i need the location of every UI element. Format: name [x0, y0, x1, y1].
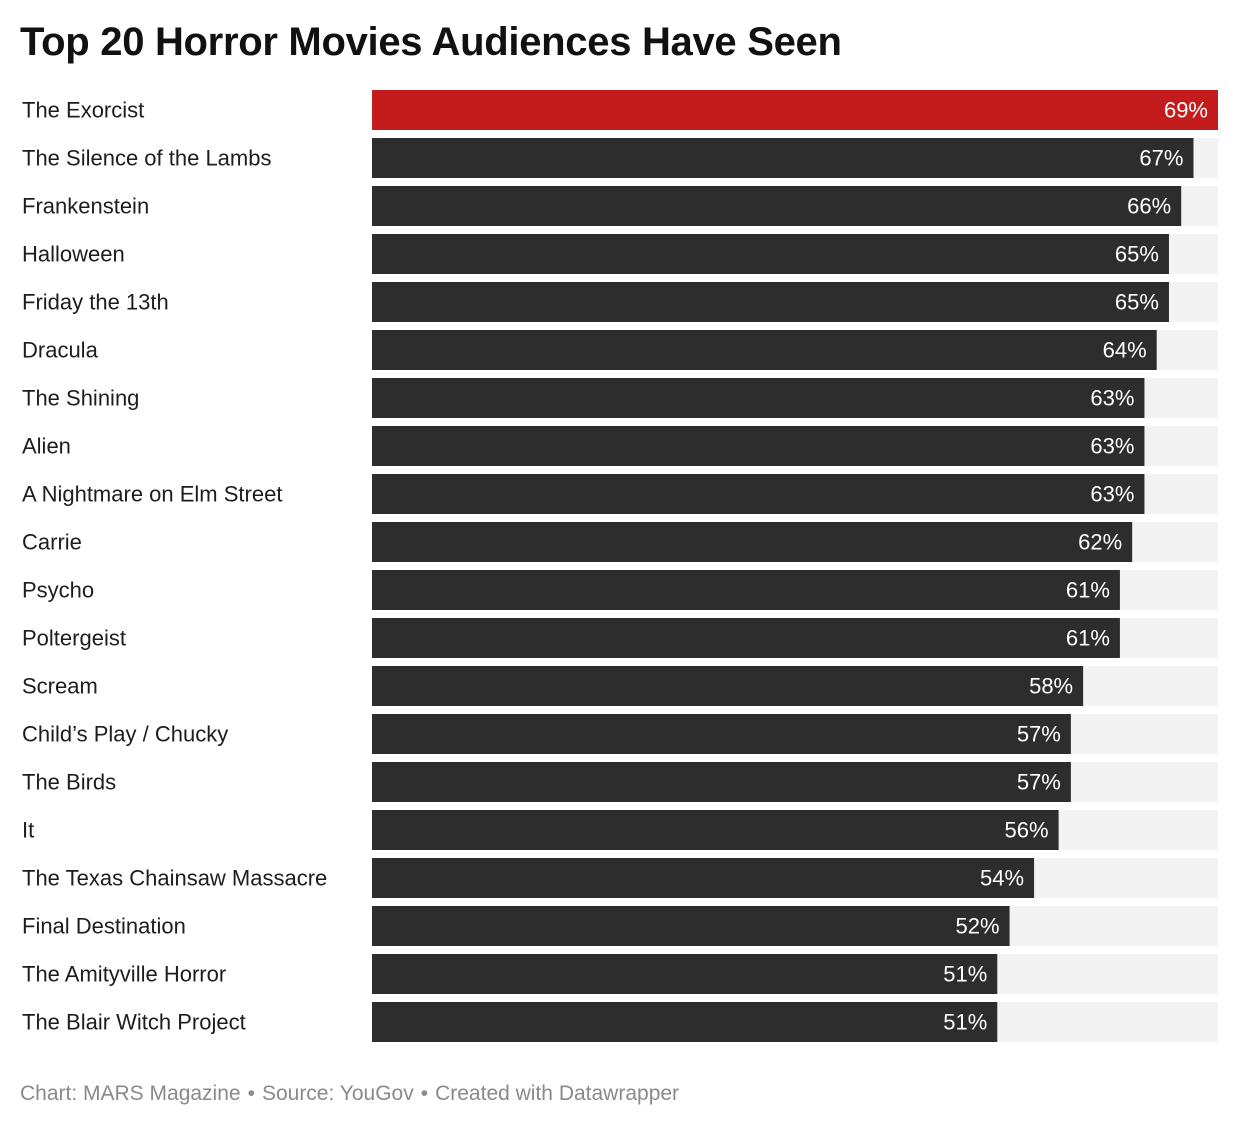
value-label: 61%	[1066, 626, 1110, 651]
category-label: Psycho	[22, 578, 94, 603]
category-label: Child’s Play / Chucky	[22, 722, 228, 747]
bar	[372, 906, 1010, 946]
category-label: Alien	[22, 434, 71, 459]
chart-footer: Chart: MARS Magazine • Source: YouGov • Crea…	[20, 1082, 679, 1106]
value-label: 58%	[1029, 674, 1073, 699]
value-label: 52%	[956, 914, 1000, 939]
bar	[372, 186, 1182, 226]
category-label: Poltergeist	[22, 626, 126, 651]
bar	[372, 1002, 998, 1042]
bar	[372, 858, 1035, 898]
bar	[372, 570, 1120, 610]
value-label: 67%	[1139, 146, 1183, 171]
category-label: A Nightmare on Elm Street	[22, 482, 282, 507]
category-label: The Amityville Horror	[22, 962, 226, 987]
bar	[372, 90, 1218, 130]
category-label: The Birds	[22, 770, 116, 795]
bar	[372, 714, 1071, 754]
chart-title: Top 20 Horror Movies Audiences Have Seen	[20, 20, 842, 64]
value-label: 51%	[943, 1010, 987, 1035]
value-label: 57%	[1017, 770, 1061, 795]
footer-source: Source: YouGov	[261, 1082, 414, 1105]
category-label: Final Destination	[22, 914, 186, 939]
value-label: 61%	[1066, 578, 1110, 603]
category-label: Scream	[22, 674, 98, 699]
category-label: Dracula	[22, 338, 99, 363]
category-label: The Blair Witch Project	[22, 1010, 246, 1035]
value-label: 65%	[1115, 242, 1159, 267]
value-label: 57%	[1017, 722, 1061, 747]
category-label: Halloween	[22, 242, 125, 267]
footer-separator: •	[420, 1082, 429, 1105]
bar	[372, 282, 1169, 322]
category-label: The Texas Chainsaw Massacre	[22, 866, 327, 891]
value-label: 51%	[943, 962, 987, 987]
value-label: 69%	[1164, 98, 1208, 123]
bar	[372, 378, 1145, 418]
category-label: The Exorcist	[22, 98, 144, 123]
value-label: 62%	[1078, 530, 1122, 555]
value-label: 66%	[1127, 194, 1171, 219]
bar	[372, 810, 1059, 850]
category-label: The Shining	[22, 386, 139, 411]
value-label: 65%	[1115, 290, 1159, 315]
footer-separator: •	[247, 1082, 255, 1105]
value-label: 64%	[1103, 338, 1147, 363]
category-label: Frankenstein	[22, 194, 149, 219]
footer-tool-credit: Created with Datawrapper	[435, 1082, 680, 1105]
bar	[372, 954, 998, 994]
category-label: It	[22, 818, 34, 843]
bar	[372, 618, 1120, 658]
bar	[372, 234, 1169, 274]
bar	[372, 330, 1157, 370]
value-label: 54%	[980, 866, 1024, 891]
value-label: 63%	[1090, 386, 1134, 411]
value-label: 63%	[1090, 482, 1134, 507]
category-label: Carrie	[22, 530, 82, 555]
bar	[372, 426, 1145, 466]
category-label: Friday the 13th	[22, 290, 169, 315]
value-label: 56%	[1005, 818, 1049, 843]
bar	[372, 666, 1084, 706]
footer-chart-credit: Chart: MARS Magazine	[20, 1082, 241, 1105]
bar	[372, 474, 1145, 514]
value-label: 63%	[1090, 434, 1134, 459]
category-label: The Silence of the Lambs	[22, 146, 271, 171]
bar	[372, 138, 1194, 178]
bar	[372, 522, 1133, 562]
bar	[372, 762, 1071, 802]
